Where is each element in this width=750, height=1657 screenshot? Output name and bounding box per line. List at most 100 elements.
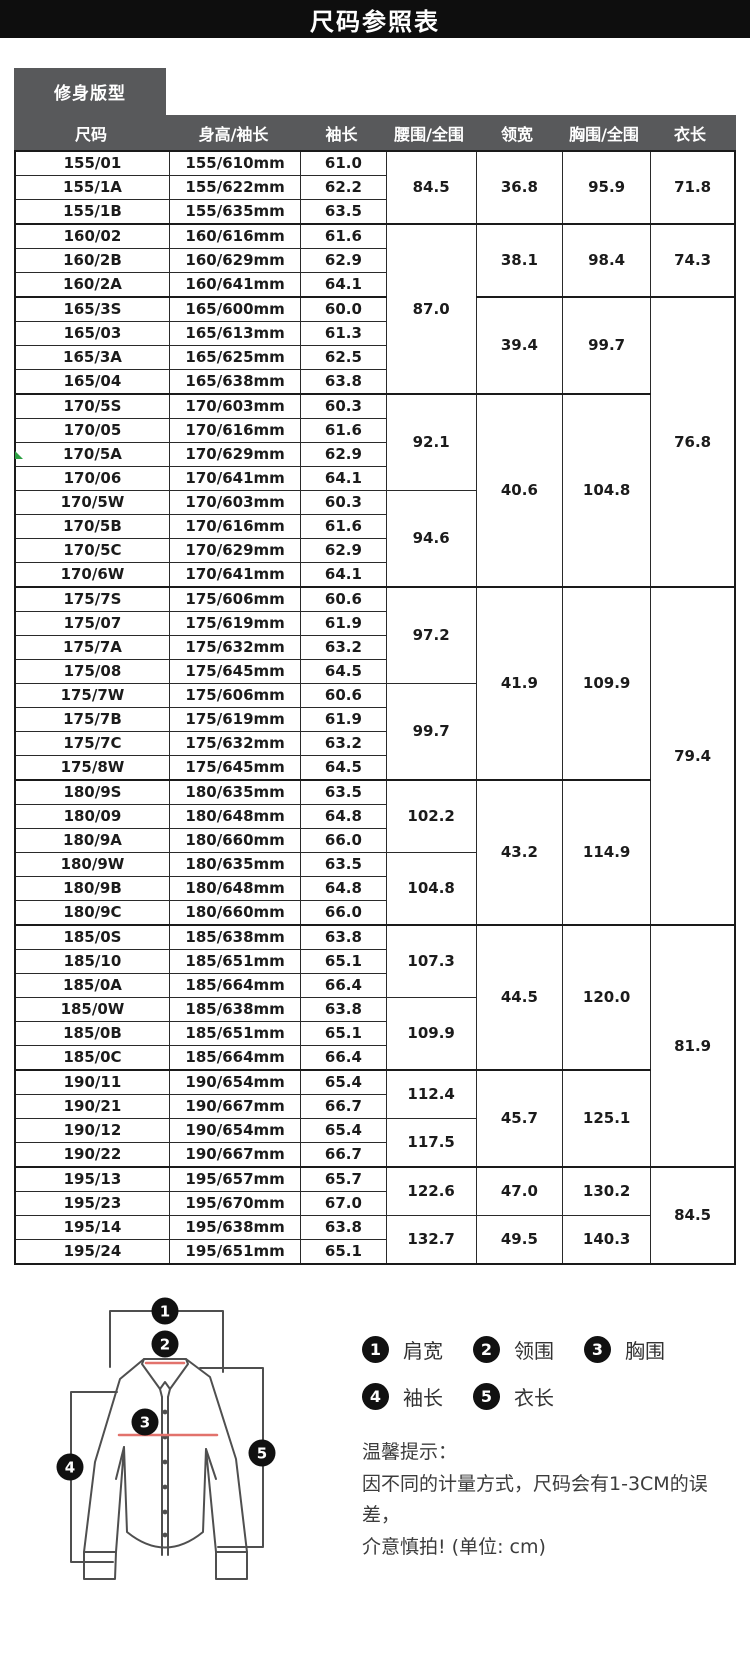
cell-waist: 104.8: [385, 852, 477, 926]
table-row: 170/06 170/641mm 64.1: [14, 466, 735, 491]
cell-size: 175/7S: [14, 586, 170, 612]
cell-size: 175/7A: [14, 635, 170, 660]
table-row: 185/0S 185/638mm 63.8 107.3 44.5 120.0 81.9: [14, 924, 736, 1168]
cell-height-sleeve: 180/635mm: [168, 852, 302, 877]
cell-height-sleeve: 195/638mm: [168, 1215, 302, 1240]
table-row: 185/0B 185/651mm 65.1: [14, 1021, 735, 1046]
cell-sleeve: 63.8: [300, 997, 387, 1022]
shirt-left-underarm: [115, 1446, 125, 1480]
cell-size: 180/9W: [14, 852, 170, 877]
cell-sleeve: 63.8: [300, 1215, 387, 1240]
cell-sleeve: 65.4: [300, 1069, 387, 1095]
cell-height-sleeve: 180/635mm: [168, 779, 302, 805]
cell-height-sleeve: 160/629mm: [168, 248, 302, 273]
column-header-chest: 胸围/全围: [569, 124, 639, 144]
cell-collar: 49.5: [475, 1215, 564, 1265]
cell-waist: 122.6: [385, 1166, 477, 1216]
cell-height-sleeve: 170/603mm: [168, 490, 302, 515]
legend-item: 4 袖长: [362, 1382, 443, 1411]
cell-chest: 120.0: [561, 924, 652, 1071]
legend-badge-2: 2: [473, 1336, 500, 1363]
cell-height-sleeve: 185/651mm: [168, 949, 302, 974]
table-row: 170/5W 170/603mm 60.3 94.6: [14, 490, 735, 588]
tab-slim-fit[interactable]: 修身版型: [14, 68, 166, 115]
table-row: 155/1A 155/622mm 62.2: [14, 175, 735, 200]
cell-chest: 109.9: [561, 586, 652, 781]
excel-green-marker: [15, 451, 23, 459]
cell-height-sleeve: 175/632mm: [168, 731, 302, 756]
cell-size: 180/9B: [14, 876, 170, 901]
cell-collar: 45.7: [475, 1069, 564, 1168]
cell-size: 170/06: [14, 466, 170, 491]
table-row: 180/9W 180/635mm 63.5 104.8: [14, 852, 735, 926]
column-header-waist: 腰围/全围: [394, 124, 464, 144]
table-row: 180/9B 180/648mm 64.8: [14, 876, 735, 901]
cell-chest: 99.7: [561, 296, 652, 395]
cell-height-sleeve: 180/660mm: [168, 828, 302, 853]
cell-length: 76.8: [650, 296, 736, 588]
cell-waist: 112.4: [385, 1069, 477, 1119]
table-row: 160/2A 160/641mm 64.1: [14, 272, 735, 298]
cell-sleeve: 65.1: [300, 1239, 387, 1265]
svg-text:4: 4: [65, 1459, 75, 1477]
legend-label-shoulder: 肩宽: [403, 1339, 443, 1363]
cell-sleeve: 61.3: [300, 321, 387, 346]
cell-sleeve: 63.5: [300, 852, 387, 877]
cell-sleeve: 63.5: [300, 199, 387, 225]
cell-chest: 114.9: [561, 779, 652, 926]
cell-collar: 41.9: [475, 586, 564, 781]
table-row: 190/12 190/654mm 65.4 117.5: [14, 1118, 735, 1168]
cell-waist: 99.7: [385, 683, 477, 781]
tips-title: 温馨提示：: [362, 1441, 458, 1463]
column-header-length: 衣长: [673, 124, 706, 144]
cell-sleeve: 65.1: [300, 1021, 387, 1046]
table-row: 175/7C 175/632mm 63.2: [14, 731, 735, 756]
table-row: 175/7W 175/606mm 60.6 99.7: [14, 683, 735, 781]
cell-height-sleeve: 175/619mm: [168, 611, 302, 636]
cell-sleeve: 66.7: [300, 1094, 387, 1119]
cell-size: 170/5A: [14, 442, 170, 467]
table-row: 180/9A 180/660mm 66.0: [14, 828, 735, 853]
cell-height-sleeve: 170/616mm: [168, 514, 302, 539]
cell-collar: 38.1: [475, 223, 564, 298]
cell-length: 71.8: [650, 150, 736, 225]
cell-length: 74.3: [650, 223, 736, 298]
cell-size: 185/0A: [14, 973, 170, 998]
table-row: 155/01 155/610mm 61.0 84.5 36.8 95.9 71.8: [14, 150, 736, 225]
legend-label-collar: 领围: [514, 1339, 554, 1363]
cell-height-sleeve: 175/606mm: [168, 683, 302, 708]
legend-badge-3: 3: [584, 1336, 611, 1363]
cell-sleeve: 66.7: [300, 1142, 387, 1168]
title-bar: 尺码参照表: [0, 0, 750, 38]
cell-height-sleeve: 170/616mm: [168, 418, 302, 443]
cell-height-sleeve: 195/657mm: [168, 1166, 302, 1192]
cell-height-sleeve: 195/651mm: [168, 1239, 302, 1265]
cell-sleeve: 64.5: [300, 755, 387, 781]
cell-size: 165/04: [14, 369, 170, 395]
svg-text:2: 2: [160, 1336, 170, 1354]
cell-chest: 95.9: [561, 150, 652, 225]
cell-sleeve: 60.6: [300, 586, 387, 612]
table-row: 195/13 195/657mm 65.7 122.6 47.0 130.2 84.5: [14, 1166, 736, 1265]
cell-sleeve: 66.0: [300, 828, 387, 853]
cell-size: 160/2B: [14, 248, 170, 273]
cell-size: 165/3S: [14, 296, 170, 322]
table-row: 165/04 165/638mm 63.8: [14, 369, 735, 395]
tips-block: 温馨提示： 因不同的计量方式，尺码会有1-3CM的误差， 介意慎拍! (单位: …: [362, 1437, 742, 1563]
cell-height-sleeve: 195/670mm: [168, 1191, 302, 1216]
legend-row-2: 4 袖长 5 衣长: [362, 1382, 742, 1411]
cell-sleeve: 65.7: [300, 1166, 387, 1192]
cell-sleeve: 65.4: [300, 1118, 387, 1143]
table-row: 175/8W 175/645mm 64.5: [14, 755, 735, 781]
badge-4-circle: [56, 1453, 84, 1481]
size-table-body: 155/01 155/610mm 61.0 84.5 36.8 95.9 71.8 155/1…: [14, 150, 736, 1265]
shirt-placket: [161, 1396, 169, 1556]
tips-line-2: 介意慎拍! (单位: cm): [362, 1536, 546, 1558]
cell-size: 175/8W: [14, 755, 170, 781]
diagram-legend-and-tips: 1 肩宽 2 领围 3 胸围 4 袖长 5 衣长 温馨提示： 因不: [362, 1335, 742, 1564]
cell-waist: 109.9: [385, 997, 477, 1071]
cell-sleeve: 66.4: [300, 973, 387, 998]
cell-height-sleeve: 170/603mm: [168, 393, 302, 419]
cell-height-sleeve: 175/619mm: [168, 707, 302, 732]
